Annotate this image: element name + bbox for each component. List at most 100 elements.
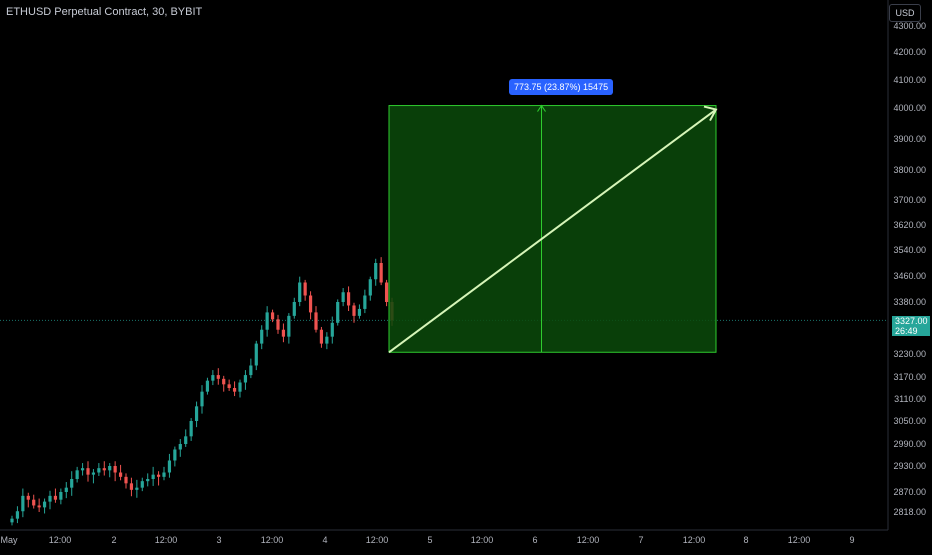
candle-body [379,263,383,283]
price-tick-label: 3380.00 [893,297,926,307]
last-price-countdown: 26:49 [895,326,918,336]
candle-body [238,382,242,392]
candle-body [308,295,313,313]
price-tick-label: 3800.00 [893,165,926,175]
price-tick-label: 4300.00 [893,21,926,31]
candle-body [70,479,74,488]
candle-body [32,499,36,506]
symbol-title: ETHUSD Perpetual Contract, 30, BYBIT [6,6,203,18]
candle-body [205,380,210,392]
candle-body [319,329,324,344]
candle-body [363,295,367,309]
candle-body [86,468,90,475]
candle-body [113,466,117,473]
candle-body [135,487,139,490]
candle-body [48,495,52,502]
time-tick-label: 3 [216,535,221,545]
price-tick-label: 3170.00 [893,372,926,382]
time-tick-label: 12:00 [788,535,811,545]
measure-tool-label: 773.75 (23.87%) 15475 [509,79,614,95]
price-tick-label: 4000.00 [893,103,926,113]
candle-body [189,421,193,437]
time-tick-label: 5 [427,535,432,545]
time-tick-label: 12:00 [366,535,389,545]
candle-body [162,472,166,477]
candle-body [167,460,172,473]
candle-body [249,365,253,376]
candle-body [287,315,291,337]
candle-body [232,388,237,392]
candle-body [102,468,106,471]
candle-body [265,312,269,330]
candle-body [91,472,96,475]
last-price-value: 3327.00 [895,316,928,326]
candle-body [336,302,340,323]
candle-body [292,302,296,316]
time-tick-label: 6 [532,535,537,545]
candle-body [129,483,134,490]
candle-body [108,466,112,471]
candle-body [281,329,286,337]
candle-body [346,292,351,306]
candle-body [216,375,220,379]
candle-body [37,505,41,508]
candle-body [211,375,215,381]
candle-body [151,474,155,479]
candle-body [156,474,161,477]
candle-body [146,479,150,482]
price-tick-label: 3460.00 [893,271,926,281]
candle-body [330,322,334,337]
candle-body [298,282,302,302]
time-tick-label: 12:00 [261,535,284,545]
price-tick-label: 4200.00 [893,47,926,57]
candle-body [357,308,362,316]
candle-body [97,468,101,473]
candle-body [227,384,231,388]
candle-body [140,481,144,488]
candle-body [352,305,356,316]
time-tick-label: 8 [743,535,748,545]
candle-body [384,282,389,302]
time-tick-label: 12:00 [577,535,600,545]
candle-body [260,329,264,344]
candle-body [325,336,329,344]
price-tick-label: 4100.00 [893,75,926,85]
time-tick-label: 7 [638,535,643,545]
candle-body [276,319,280,330]
candle-body [15,511,20,519]
candle-body [368,279,372,296]
candle-body [270,312,275,320]
price-tick-label: 2990.00 [893,439,926,449]
time-tick-label: May [0,535,18,545]
candle-body [184,436,188,444]
price-tick-label: 2818.00 [893,507,926,517]
price-tick-label: 3110.00 [894,394,926,404]
candle-body [26,495,30,500]
price-tick-label: 2870.00 [893,487,926,497]
candle-body [254,343,258,366]
time-tick-label: 4 [322,535,327,545]
candle-body [314,312,318,330]
trend-arrow-head [703,105,718,122]
candle-body [124,476,128,484]
trend-arrow-line [388,108,717,354]
candle-body [42,501,47,508]
candle-body [118,472,123,477]
candle-body [53,495,58,500]
candle-body [75,470,79,479]
candle-body [178,444,182,450]
candle-body [374,263,378,280]
candle-body [341,292,345,302]
candle-body [21,495,25,512]
price-tick-label: 3700.00 [893,195,926,205]
candle-body [200,391,204,407]
price-tick-label: 3230.00 [893,349,926,359]
currency-badge[interactable]: USD [889,4,921,22]
candle-body [194,406,199,421]
measure-vertical-arrowhead [537,104,546,112]
candle-body [59,492,63,500]
price-tick-label: 3900.00 [893,134,926,144]
price-tick-label: 3540.00 [893,245,926,255]
